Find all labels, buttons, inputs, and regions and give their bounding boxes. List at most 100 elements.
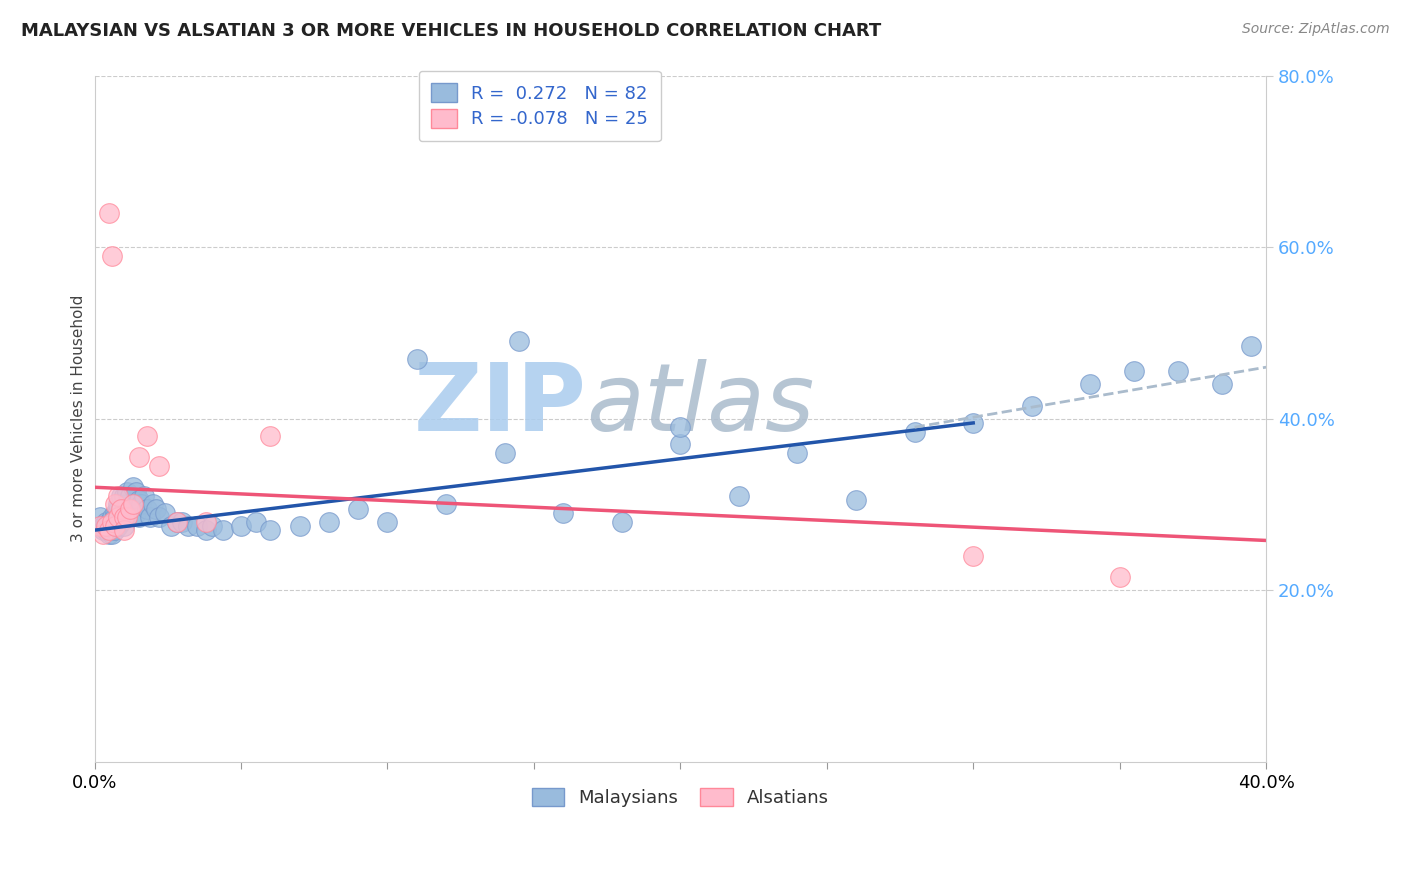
Point (1167, 364, 1189, 378)
Point (98, 523, 121, 537)
Point (553, 506, 575, 520)
Point (212, 523, 235, 537)
Point (610, 515, 633, 529)
Point (1108, 570, 1130, 584)
Point (107, 519, 129, 533)
Point (194, 515, 217, 529)
Point (904, 425, 927, 439)
Point (259, 523, 281, 537)
Point (1021, 399, 1043, 413)
Point (101, 249, 124, 263)
Point (101, 527, 124, 541)
Point (93, 527, 115, 541)
Point (110, 501, 132, 516)
Text: ZIP: ZIP (413, 359, 586, 451)
Point (89, 519, 111, 533)
Point (962, 416, 984, 430)
Point (131, 498, 153, 512)
Point (136, 501, 159, 516)
Point (128, 510, 150, 524)
Point (139, 510, 162, 524)
Point (148, 458, 170, 473)
Point (104, 519, 127, 533)
Point (104, 498, 127, 512)
Point (1240, 339, 1263, 353)
Point (101, 510, 124, 524)
Point (405, 351, 427, 366)
Point (1211, 377, 1233, 392)
Point (107, 489, 129, 503)
Point (121, 498, 143, 512)
Point (145, 501, 167, 516)
Point (96, 519, 118, 533)
Point (104, 523, 127, 537)
Point (172, 515, 194, 529)
Point (96, 515, 118, 529)
Point (112, 489, 135, 503)
Point (112, 523, 135, 537)
Point (124, 484, 146, 499)
Point (142, 498, 165, 512)
Point (347, 501, 370, 516)
Point (121, 498, 143, 512)
Point (101, 523, 124, 537)
Point (434, 498, 457, 512)
Point (107, 510, 129, 524)
Point (508, 334, 530, 349)
Point (148, 510, 170, 524)
Point (128, 450, 150, 465)
Text: Source: ZipAtlas.com: Source: ZipAtlas.com (1241, 22, 1389, 37)
Text: MALAYSIAN VS ALSATIAN 3 OR MORE VEHICLES IN HOUSEHOLD CORRELATION CHART: MALAYSIAN VS ALSATIAN 3 OR MORE VEHICLES… (21, 22, 882, 40)
Point (201, 519, 224, 533)
Point (229, 519, 252, 533)
Point (669, 420, 692, 434)
Point (166, 515, 188, 529)
Point (728, 489, 751, 503)
Point (259, 429, 281, 443)
Point (98, 523, 121, 537)
Point (194, 523, 217, 537)
Point (93, 523, 115, 537)
Y-axis label: 3 or more Vehicles in Household: 3 or more Vehicles in Household (72, 295, 86, 542)
Point (786, 446, 808, 460)
Point (115, 510, 138, 524)
Point (98, 527, 121, 541)
Legend: Malaysians, Alsatians: Malaysians, Alsatians (524, 780, 837, 814)
Point (245, 515, 267, 529)
Point (166, 515, 188, 529)
Point (89, 510, 111, 524)
Point (98, 206, 121, 220)
Point (1123, 364, 1146, 378)
Point (112, 519, 135, 533)
Point (153, 506, 176, 520)
Point (118, 501, 141, 516)
Point (98, 515, 121, 529)
Point (124, 506, 146, 520)
Point (96, 519, 118, 533)
Point (110, 515, 132, 529)
Point (288, 519, 311, 533)
Point (377, 515, 399, 529)
Point (159, 519, 181, 533)
Point (98, 519, 121, 533)
Point (115, 498, 138, 512)
Point (107, 501, 129, 516)
Point (96, 523, 118, 537)
Point (962, 549, 984, 563)
Point (101, 519, 124, 533)
Point (177, 519, 200, 533)
Point (93, 519, 115, 533)
Point (845, 493, 868, 508)
Point (101, 515, 124, 529)
Point (112, 510, 135, 524)
Point (107, 510, 129, 524)
Point (118, 501, 141, 516)
Point (112, 501, 135, 516)
Point (115, 484, 138, 499)
Point (186, 519, 208, 533)
Point (104, 506, 127, 520)
Point (136, 429, 159, 443)
Point (318, 515, 340, 529)
Point (112, 510, 135, 524)
Point (134, 489, 156, 503)
